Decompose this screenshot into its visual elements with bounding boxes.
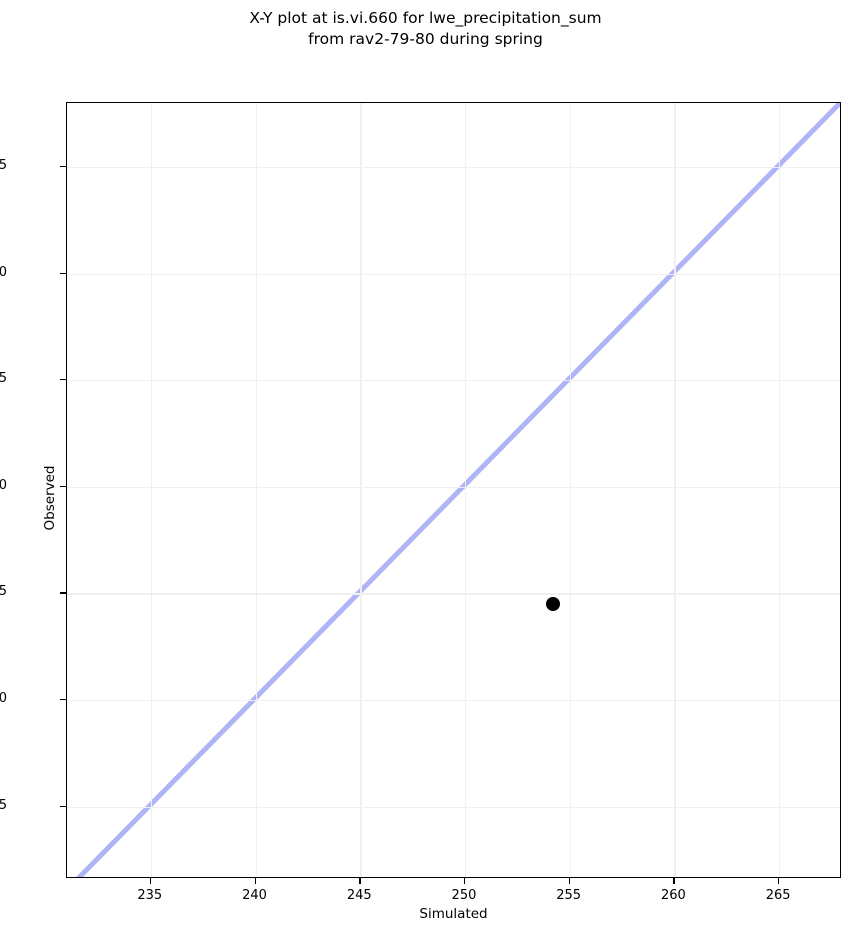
y-axis-tick-label: 265: [0, 157, 7, 173]
x-axis-tick-label: 245: [346, 888, 372, 903]
y-axis-tick: [60, 698, 66, 701]
y-axis-tick-label: 235: [0, 797, 7, 813]
gridline-vertical: [360, 103, 362, 877]
y-axis-tick-label: 240: [0, 690, 7, 706]
x-axis-tick: [254, 878, 256, 884]
y-axis-tick-label: 245: [0, 584, 7, 600]
x-axis-tick: [463, 878, 466, 884]
gridline-vertical: [464, 103, 467, 877]
y-axis-tick: [60, 592, 66, 594]
x-axis-tick-label: 255: [556, 888, 582, 903]
gridline-horizontal: [67, 380, 840, 382]
gridline-vertical: [150, 103, 153, 877]
y-axis-tick: [60, 272, 66, 274]
x-axis-tick: [568, 878, 570, 884]
y-axis-tick-label: 250: [0, 477, 7, 493]
x-axis-tick-label: 235: [137, 888, 163, 903]
x-axis-tick: [778, 878, 780, 884]
chart-title: X-Y plot at is.vi.660 for lwe_precipitat…: [249, 9, 602, 48]
gridline-vertical: [674, 103, 676, 877]
gridline-horizontal: [67, 806, 840, 808]
gridline-vertical: [779, 103, 781, 877]
one-to-one-reference-line: [76, 103, 840, 877]
y-axis-tick: [60, 165, 66, 168]
gridline-vertical: [255, 103, 257, 877]
x-axis-tick: [673, 878, 675, 884]
y-axis-tick-label: 255: [0, 371, 7, 387]
gridline-horizontal: [67, 273, 840, 275]
identity-line-segment: [76, 103, 840, 877]
x-axis-tick: [359, 878, 361, 884]
gridline-vertical: [569, 103, 571, 877]
x-axis-tick-label: 260: [661, 888, 686, 903]
y-axis-tick: [60, 805, 66, 807]
gridline-horizontal: [67, 699, 840, 702]
y-axis-tick-label: 260: [0, 264, 7, 280]
x-axis-tick-label: 265: [765, 888, 791, 903]
gridline-horizontal: [67, 593, 840, 595]
data-point: [545, 596, 560, 611]
plot-area: [66, 102, 841, 878]
x-axis-tick: [149, 878, 152, 884]
gridline-horizontal: [67, 486, 840, 489]
x-axis-label: Simulated: [419, 906, 488, 922]
x-axis-tick-label: 250: [451, 888, 477, 903]
y-axis-tick: [60, 485, 66, 488]
gridline-horizontal: [67, 166, 840, 169]
y-axis-label: Observed: [42, 465, 58, 531]
x-axis-tick-label: 240: [242, 888, 267, 903]
y-axis-tick: [60, 379, 66, 381]
